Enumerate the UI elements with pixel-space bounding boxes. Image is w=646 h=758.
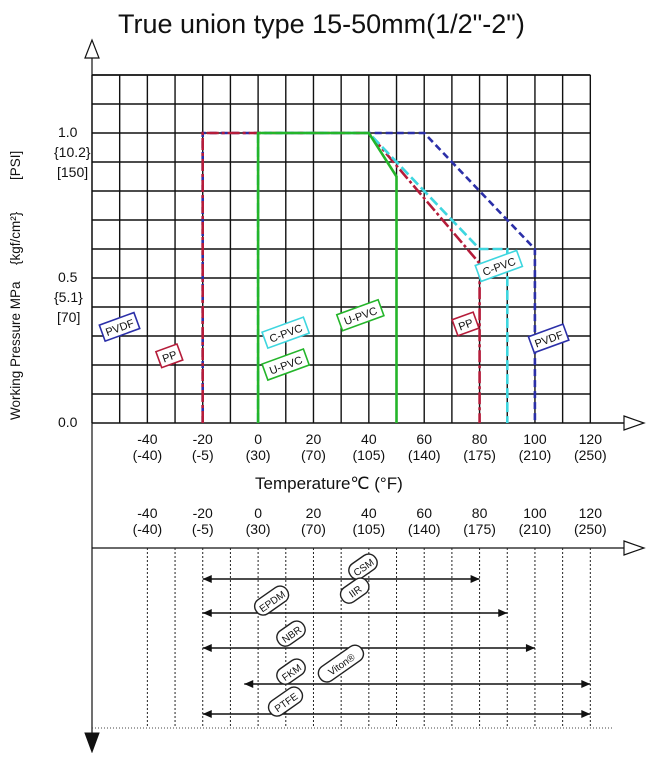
series-label-pvdf: PVDF [98,311,141,343]
seal-range-arrowhead-right [581,680,591,688]
series-label-u-pvc: U-PVC [335,298,385,332]
series-label-box [98,311,141,343]
x-tick-label-celsius: 40 [361,431,377,447]
series-label-text: PP [161,349,179,365]
x-tick-label-fahrenheit: (210) [519,447,552,463]
x-tick-label-fahrenheit: (105) [352,447,385,463]
seal-tag-box [317,644,365,683]
series-label-box [451,311,480,337]
y-tick-label-kgf: {10.2} [54,144,91,160]
seal-range-arrowhead-right [525,644,535,652]
chart-title: True union type 15-50mm(1/2"-2") [118,9,525,39]
x-tick-label-fahrenheit: (250) [574,521,607,537]
x-axis-arrow [623,415,646,431]
y-tick-label-psi: [70] [57,309,80,325]
x-tick-label-fahrenheit: (-40) [133,521,163,537]
seal-range-arrowhead-left [244,680,254,688]
series-label-text: PP [457,317,475,333]
seal-range-arrowhead-right [581,710,591,718]
x-tick-label-fahrenheit: (105) [352,521,385,537]
series-label-pp: PP [154,342,184,369]
x-tick-label-celsius: 60 [416,505,432,521]
seal-tag-box [276,658,306,685]
x-tick-label-celsius: 60 [416,431,432,447]
seal-tag-box [276,620,306,647]
series-label-box [474,249,524,283]
seal-tag-nbr: NBR [276,620,306,647]
x-tick-label-fahrenheit: (30) [246,521,271,537]
seal-tag-box [253,585,290,616]
x-tick-label-celsius: 100 [523,431,547,447]
seal-range-arrowhead-left [202,644,212,652]
x-tick-label-fahrenheit: (140) [408,521,441,537]
series-label-box [154,342,184,369]
y-axis-title-psi: [PSI] [8,151,23,180]
x-tick-label-fahrenheit: (210) [519,521,552,537]
seal-range-arrowhead-left [202,710,212,718]
x-tick-label-celsius: 0 [254,431,262,447]
series-label-box [261,316,311,350]
x-axis-title: Temperature℃ (°F) [255,474,403,493]
y-axis-title-mpa: Working Pressure MPa [8,281,23,420]
x-tick-label-fahrenheit: (70) [301,447,326,463]
x-tick-label-celsius: 0 [254,505,262,521]
x-tick-label-fahrenheit: (70) [301,521,326,537]
x-tick-label-fahrenheit: (250) [574,447,607,463]
seal-range-arrowhead-right [498,609,508,617]
series-label-box [261,347,311,382]
y-axis-title-kgf: {kgf/cm²} [8,211,23,265]
y-tick-label-psi: [150] [57,164,88,180]
x-tick-label-celsius: 20 [306,431,322,447]
x-tick-label-fahrenheit: (-40) [133,447,163,463]
y-axis-arrow-top [84,38,100,59]
x-tick-label-celsius: 80 [472,431,488,447]
y-axis-title: Working Pressure MPa {kgf/cm²} [PSI] [8,151,23,420]
x-tick-label-fahrenheit: (175) [463,521,496,537]
series-line-u-pvc [256,131,398,423]
seal-tag-box [348,553,378,580]
y-axis-arrow-bottom [84,732,100,754]
seal-range-arrowhead-left [202,609,212,617]
y-tick-label-mpa: 1.0 [58,124,78,140]
series-label-box [335,298,385,332]
x-tick-label-celsius: -20 [193,505,213,521]
seal-tag-csm: CSM [348,553,378,580]
x-tick-label-celsius: 40 [361,505,377,521]
x-tick-label-celsius: -40 [137,505,157,521]
series-label-c-pvc: C-PVC [474,249,524,283]
seal-axis-arrow [623,540,646,556]
x-tick-label-fahrenheit: (140) [408,447,441,463]
x-tick-label-celsius: -40 [137,431,157,447]
x-tick-label-celsius: -20 [193,431,213,447]
x-tick-label-fahrenheit: (-5) [192,521,214,537]
grid [91,74,592,423]
x-tick-label-fahrenheit: (-5) [192,447,214,463]
y-tick-label-mpa: 0.5 [58,269,78,285]
x-tick-label-celsius: 100 [523,505,547,521]
x-tick-label-celsius: 120 [579,431,603,447]
seal-range-arrowhead-right [470,575,480,583]
series-label-pp: PP [451,311,480,337]
x-tick-label-celsius: 120 [579,505,603,521]
x-tick-label-celsius: 80 [472,505,488,521]
y-tick-label-kgf: {5.1} [54,289,83,305]
seal-tag-fkm: FKM [276,658,306,685]
x-tick-label-celsius: 20 [306,505,322,521]
series-label-pvdf: PVDF [527,323,570,354]
x-tick-label-fahrenheit: (30) [246,447,271,463]
seal-range-arrowhead-left [202,575,212,583]
seal-tag-box [339,577,370,604]
seal-tag-iir: IIR [339,577,370,604]
y-tick-label-mpa: 0.0 [58,414,78,430]
x-tick-label-fahrenheit: (175) [463,447,496,463]
seal-tag-box [267,686,304,717]
series-label-box [527,323,570,354]
